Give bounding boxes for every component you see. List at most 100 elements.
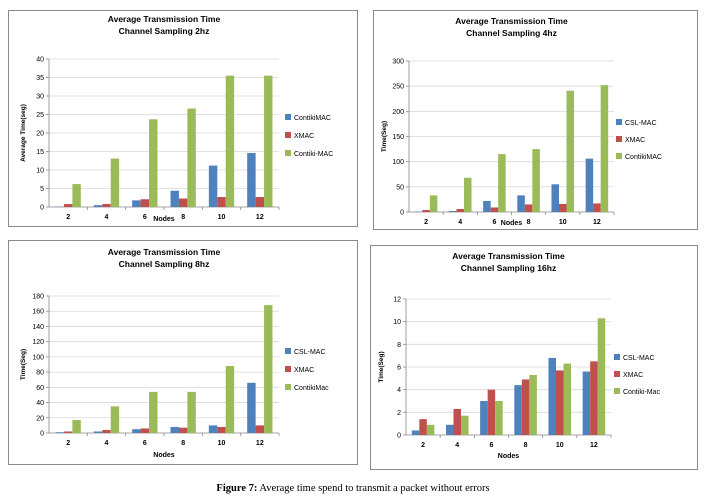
bar-contikimac-2 xyxy=(72,420,81,433)
y-tick-label: 80 xyxy=(36,370,44,377)
chart-title: Average Transmission Time xyxy=(455,16,568,26)
y-axis-label: Time(Seg) xyxy=(378,351,385,382)
bar-csl-mac-12 xyxy=(582,371,591,435)
bar-contikimac-6 xyxy=(132,200,141,207)
bar-xmac-4 xyxy=(102,429,111,433)
chart-panel-8hz: Average Transmission Time Channel Samplin… xyxy=(8,240,358,465)
figure-caption-text: Average time spend to transmit a packet … xyxy=(259,483,490,494)
y-tick-label: 5 xyxy=(40,186,44,193)
y-tick-label: 200 xyxy=(392,109,404,116)
y-tick-label: 35 xyxy=(36,75,44,82)
y-tick-label: 10 xyxy=(36,168,44,175)
y-tick-label: 20 xyxy=(36,131,44,138)
legend-label: Contiki-MAC xyxy=(294,151,333,158)
bar-contikimac-10 xyxy=(566,90,575,212)
chart-2hz: Average Transmission Time Channel Samplin… xyxy=(20,14,333,223)
y-tick-label: 15 xyxy=(36,149,44,156)
x-tick-label: 4 xyxy=(455,442,459,449)
bar-csl-mac-12 xyxy=(247,382,256,433)
bar-csl-mac-4 xyxy=(93,431,103,433)
legend-swatch xyxy=(614,371,620,377)
y-tick-label: 10 xyxy=(393,319,401,326)
chart-8hz: Average Transmission Time Channel Samplin… xyxy=(20,247,329,459)
bar-contiki-mac-6 xyxy=(149,119,158,207)
bar-xmac-6 xyxy=(140,428,150,433)
y-tick-label: 25 xyxy=(36,112,44,119)
legend-label: XMAC xyxy=(623,372,643,379)
chart-title: Average Transmission Time xyxy=(452,251,565,261)
x-tick-label: 2 xyxy=(66,440,70,447)
bar-contikimac-8 xyxy=(170,190,179,207)
bar-csl-mac-10 xyxy=(551,184,559,212)
legend-swatch xyxy=(285,114,291,120)
bar-csl-mac-10 xyxy=(548,357,556,435)
bar-xmac-10 xyxy=(217,197,226,207)
bar-csl-mac-4 xyxy=(448,210,457,212)
x-tick-label: 12 xyxy=(256,214,264,221)
bar-csl-mac-6 xyxy=(483,200,491,212)
legend-label: XMAC xyxy=(294,133,314,140)
bar-xmac-8 xyxy=(178,198,188,207)
y-tick-label: 20 xyxy=(36,415,44,422)
y-tick-label: 40 xyxy=(36,400,44,407)
chart-subtitle: Channel Sampling 16hz xyxy=(461,263,556,273)
y-tick-label: 12 xyxy=(393,297,401,304)
chart-4hz: Average Transmission Time Channel Samplin… xyxy=(381,16,662,227)
bar-xmac-8 xyxy=(521,379,530,435)
bar-csl-mac-6 xyxy=(480,401,488,435)
bar-xmac-10 xyxy=(555,370,564,435)
bar-xmac-6 xyxy=(140,199,150,207)
bar-xmac-4 xyxy=(456,208,465,212)
y-axis-label: Time(Seg) xyxy=(381,121,388,152)
x-tick-label: 12 xyxy=(593,219,601,226)
chart-subtitle: Channel Sampling 4hz xyxy=(466,28,557,38)
legend-swatch xyxy=(285,348,291,354)
figure-caption: Figure 7: Average time spend to transmit… xyxy=(0,483,706,494)
bar-contikimac-8 xyxy=(532,149,540,212)
bar-xmac-8 xyxy=(524,204,533,212)
bar-csl-mac-8 xyxy=(514,385,522,435)
bar-contiki-mac-10 xyxy=(563,363,572,435)
bar-contikimac-4 xyxy=(93,205,103,207)
x-tick-label: 8 xyxy=(181,440,185,447)
bar-contiki-mac-4 xyxy=(110,158,120,207)
x-axis-label: Nodes xyxy=(153,216,175,223)
y-tick-label: 50 xyxy=(396,184,404,191)
y-tick-label: 140 xyxy=(32,324,44,331)
x-tick-label: 10 xyxy=(556,442,564,449)
bar-contiki-mac-4 xyxy=(461,415,469,435)
bar-csl-mac-2 xyxy=(414,211,423,212)
x-tick-label: 10 xyxy=(559,219,567,226)
bar-contiki-mac-8 xyxy=(529,374,537,435)
chart-subtitle: Channel Sampling 2hz xyxy=(119,26,210,36)
bar-xmac-12 xyxy=(255,425,265,433)
legend-swatch xyxy=(285,150,291,156)
bar-contiki-mac-6 xyxy=(495,401,503,435)
y-tick-label: 250 xyxy=(392,84,404,91)
bar-contikimac-4 xyxy=(464,177,472,212)
x-tick-label: 4 xyxy=(105,440,109,447)
bar-contikimac-12 xyxy=(264,305,273,433)
x-tick-label: 6 xyxy=(143,214,147,221)
y-axis-label: Average Time(seg) xyxy=(20,104,27,162)
legend-swatch xyxy=(614,388,620,394)
x-tick-label: 8 xyxy=(524,442,528,449)
x-tick-label: 2 xyxy=(424,219,428,226)
legend-label: ContikiMac xyxy=(294,385,329,392)
x-axis-label: Nodes xyxy=(501,220,523,227)
chart-title: Average Transmission Time xyxy=(108,247,221,257)
y-tick-label: 100 xyxy=(392,159,404,166)
bar-contiki-mac-2 xyxy=(72,184,81,207)
legend-swatch xyxy=(616,119,622,125)
y-tick-label: 40 xyxy=(36,57,44,64)
legend-label: CSL-MAC xyxy=(623,355,655,362)
bar-contiki-mac-12 xyxy=(597,318,606,435)
legend-label: ContikiMAC xyxy=(294,115,331,122)
legend-label: XMAC xyxy=(625,137,645,144)
chart-16hz: Average Transmission Time Channel Samplin… xyxy=(378,251,660,460)
bar-xmac-12 xyxy=(255,197,265,207)
x-tick-label: 4 xyxy=(458,219,462,226)
x-tick-label: 4 xyxy=(105,214,109,221)
bar-contiki-mac-8 xyxy=(187,108,196,207)
chart-title: Average Transmission Time xyxy=(108,14,221,24)
